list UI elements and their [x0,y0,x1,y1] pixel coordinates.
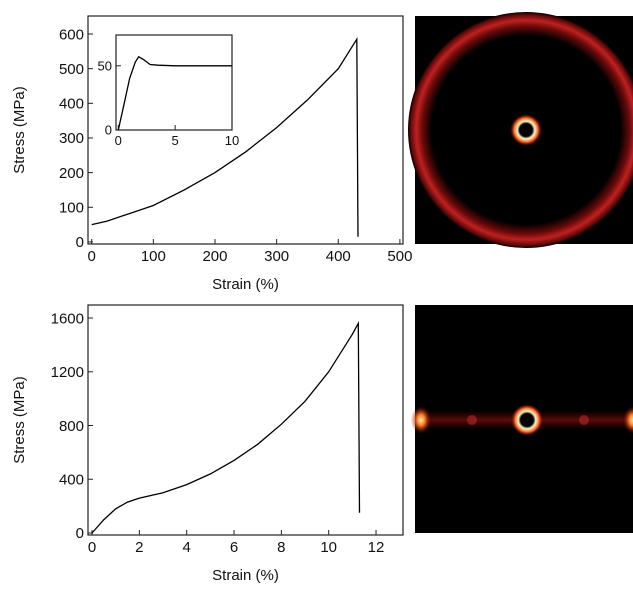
y-tick-label: 50 [98,58,112,73]
data-line [91,36,359,237]
y-axis-label: Stress (MPa) [11,376,28,464]
x-tick-label: 100 [141,248,166,265]
x-tick-label: 5 [172,133,179,148]
diffraction-image-top [408,12,633,248]
y-tick-label: 100 [59,200,84,217]
x-tick-label: 0 [115,133,122,148]
x-tick-label: 12 [368,539,385,556]
x-axis-label: Strain (%) [212,567,279,584]
y-tick-label: 400 [59,96,84,113]
plot-frame [115,34,233,131]
x-tick-label: 8 [277,539,285,556]
y-tick-label: 600 [59,26,84,43]
x-tick-label: 4 [183,539,191,556]
x-tick-label: 0 [88,248,96,265]
data-line [91,320,361,534]
x-tick-label: 300 [264,248,289,265]
y-tick-label: 1200 [51,364,84,381]
y-tick-label: 1600 [51,310,84,327]
y-tick-label: 500 [59,61,84,78]
y-tick-label: 400 [59,471,84,488]
y-tick-label: 800 [59,418,84,435]
plot-frame [87,304,404,536]
x-tick-label: 6 [230,539,238,556]
y-tick-label: 0 [76,234,84,251]
x-tick-label: 2 [135,539,143,556]
y-tick-label: 0 [105,123,112,138]
x-tick-label: 0 [88,539,96,556]
x-tick-label: 400 [326,248,351,265]
x-axis-label: Strain (%) [212,276,279,293]
x-tick-label: 10 [225,133,239,148]
x-tick-label: 10 [320,539,337,556]
y-tick-label: 0 [76,525,84,542]
diffraction-image-bottom [411,305,633,533]
plot-frame [87,15,404,245]
x-tick-label: 200 [202,248,227,265]
data-line [117,55,232,131]
y-tick-label: 300 [59,130,84,147]
y-axis-label: Stress (MPa) [11,86,28,174]
x-tick-label: 500 [387,248,412,265]
y-tick-label: 200 [59,165,84,182]
